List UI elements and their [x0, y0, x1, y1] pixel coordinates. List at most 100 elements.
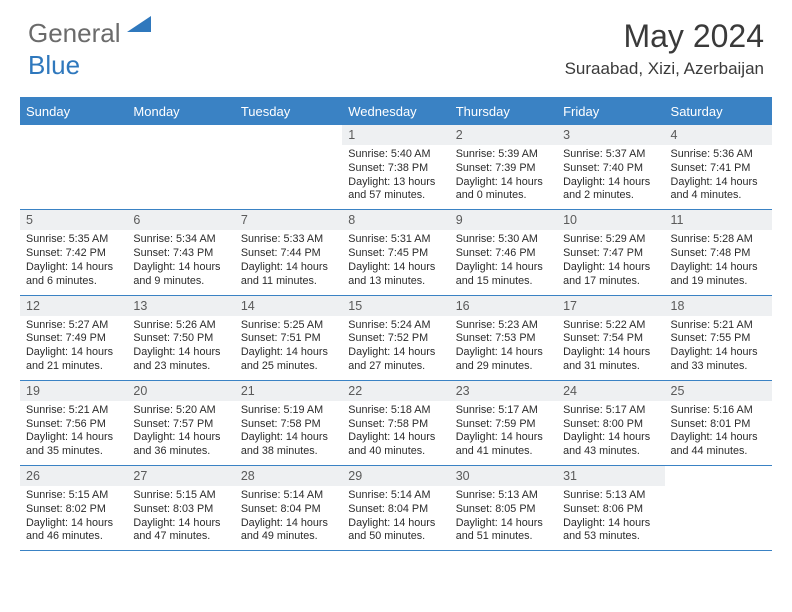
day-cell: 10 Sunrise: 5:29 AMSunset: 7:47 PMDayligh…: [557, 210, 664, 294]
day-body: Sunrise: 5:19 AMSunset: 7:58 PMDaylight:…: [235, 404, 342, 459]
day-cell: 20Sunrise: 5:20 AMSunset: 7:57 PMDayligh…: [127, 381, 234, 465]
daylight-line: Daylight: 14 hours and 43 minutes.: [563, 431, 658, 459]
day-body: Sunrise: 5:34 AMSunset: 7:43 PMDaylight:…: [127, 233, 234, 288]
sunrise-line: Sunrise: 5:24 AM: [348, 319, 443, 333]
sunset-line: Sunset: 8:00 PM: [563, 418, 658, 432]
day-cell: 25 Sunrise: 5:16 AMSunset: 8:01 PMDayligh…: [665, 381, 772, 465]
sunset-line: Sunset: 7:50 PM: [133, 332, 228, 346]
week-row: 26Sunrise: 5:15 AMSunset: 8:02 PMDayligh…: [20, 466, 772, 551]
daylight-line: Daylight: 14 hours and 33 minutes.: [671, 346, 766, 374]
day-cell: 4Sunrise: 5:36 AMSunset: 7:41 PMDaylight…: [665, 125, 772, 209]
daylight-line: Daylight: 14 hours and 21 minutes.: [26, 346, 121, 374]
sunrise-line: Sunrise: 5:21 AM: [26, 404, 121, 418]
sunrise-line: Sunrise: 5:28 AM: [671, 233, 766, 247]
day-cell: 3Sunrise: 5:37 AMSunset: 7:40 PMDaylight…: [557, 125, 664, 209]
sunrise-line: Sunrise: 5:14 AM: [348, 489, 443, 503]
sunrise-line: Sunrise: 5:39 AM: [456, 148, 551, 162]
daylight-line: Daylight: 14 hours and 25 minutes.: [241, 346, 336, 374]
day-cell: [20, 125, 127, 209]
day-body: Sunrise: 5:13 AMSunset: 8:05 PMDaylight:…: [450, 489, 557, 544]
day-body: Sunrise: 5:16 AMSunset: 8:01 PMDaylight:…: [665, 404, 772, 459]
daylight-line: Daylight: 14 hours and 46 minutes.: [26, 517, 121, 545]
daylight-line: Daylight: 14 hours and 27 minutes.: [348, 346, 443, 374]
day-number: 10: [557, 210, 664, 230]
day-body: Sunrise: 5:28 AMSunset: 7:48 PMDaylight:…: [665, 233, 772, 288]
sunset-line: Sunset: 7:56 PM: [26, 418, 121, 432]
sunset-line: Sunset: 7:38 PM: [348, 162, 443, 176]
day-of-week-cell: Saturday: [665, 99, 772, 125]
logo-blue-wrap: Blue: [28, 50, 80, 81]
day-body: Sunrise: 5:39 AMSunset: 7:39 PMDaylight:…: [450, 148, 557, 203]
sunrise-line: Sunrise: 5:31 AM: [348, 233, 443, 247]
sunset-line: Sunset: 7:49 PM: [26, 332, 121, 346]
day-cell: [235, 125, 342, 209]
day-body: Sunrise: 5:14 AMSunset: 8:04 PMDaylight:…: [342, 489, 449, 544]
sunset-line: Sunset: 7:45 PM: [348, 247, 443, 261]
day-number: 24: [557, 381, 664, 401]
day-cell: 6Sunrise: 5:34 AMSunset: 7:43 PMDaylight…: [127, 210, 234, 294]
day-body: Sunrise: 5:18 AMSunset: 7:58 PMDaylight:…: [342, 404, 449, 459]
logo-text-blue: Blue: [28, 50, 80, 80]
day-body: Sunrise: 5:36 AMSunset: 7:41 PMDaylight:…: [665, 148, 772, 203]
day-cell: 18 Sunrise: 5:21 AMSunset: 7:55 PMDayligh…: [665, 296, 772, 380]
day-cell: 14 Sunrise: 5:25 AMSunset: 7:51 PMDayligh…: [235, 296, 342, 380]
day-number: 15: [342, 296, 449, 316]
day-number: 19: [20, 381, 127, 401]
day-cell: 9Sunrise: 5:30 AMSunset: 7:46 PMDaylight…: [450, 210, 557, 294]
day-number: 25: [665, 381, 772, 401]
day-number: 28: [235, 466, 342, 486]
sunrise-line: Sunrise: 5:36 AM: [671, 148, 766, 162]
day-body: Sunrise: 5:29 AMSunset: 7:47 PMDaylight:…: [557, 233, 664, 288]
day-body: Sunrise: 5:21 AMSunset: 7:55 PMDaylight:…: [665, 319, 772, 374]
day-number: 29: [342, 466, 449, 486]
sunset-line: Sunset: 7:47 PM: [563, 247, 658, 261]
day-number: 20: [127, 381, 234, 401]
sunrise-line: Sunrise: 5:13 AM: [563, 489, 658, 503]
sunset-line: Sunset: 7:44 PM: [241, 247, 336, 261]
day-body: Sunrise: 5:23 AMSunset: 7:53 PMDaylight:…: [450, 319, 557, 374]
day-cell: 7Sunrise: 5:33 AMSunset: 7:44 PMDaylight…: [235, 210, 342, 294]
title-block: May 2024 Suraabad, Xizi, Azerbaijan: [565, 18, 764, 79]
sunset-line: Sunset: 7:42 PM: [26, 247, 121, 261]
day-number: 7: [235, 210, 342, 230]
sunrise-line: Sunrise: 5:23 AM: [456, 319, 551, 333]
day-body: Sunrise: 5:35 AMSunset: 7:42 PMDaylight:…: [20, 233, 127, 288]
sunset-line: Sunset: 8:06 PM: [563, 503, 658, 517]
daylight-line: Daylight: 14 hours and 9 minutes.: [133, 261, 228, 289]
day-cell: 22Sunrise: 5:18 AMSunset: 7:58 PMDayligh…: [342, 381, 449, 465]
daylight-line: Daylight: 14 hours and 19 minutes.: [671, 261, 766, 289]
sunrise-line: Sunrise: 5:27 AM: [26, 319, 121, 333]
daylight-line: Daylight: 14 hours and 41 minutes.: [456, 431, 551, 459]
sunrise-line: Sunrise: 5:25 AM: [241, 319, 336, 333]
day-body: Sunrise: 5:25 AMSunset: 7:51 PMDaylight:…: [235, 319, 342, 374]
daylight-line: Daylight: 14 hours and 44 minutes.: [671, 431, 766, 459]
day-number: 18: [665, 296, 772, 316]
sunset-line: Sunset: 8:05 PM: [456, 503, 551, 517]
sunset-line: Sunset: 7:53 PM: [456, 332, 551, 346]
day-cell: 16Sunrise: 5:23 AMSunset: 7:53 PMDayligh…: [450, 296, 557, 380]
day-number: 3: [557, 125, 664, 145]
sunrise-line: Sunrise: 5:17 AM: [456, 404, 551, 418]
day-number: 31: [557, 466, 664, 486]
sunrise-line: Sunrise: 5:15 AM: [133, 489, 228, 503]
day-number: 12: [20, 296, 127, 316]
logo-triangle-icon: [127, 14, 155, 39]
sunset-line: Sunset: 7:55 PM: [671, 332, 766, 346]
day-body: Sunrise: 5:24 AMSunset: 7:52 PMDaylight:…: [342, 319, 449, 374]
day-cell: 11Sunrise: 5:28 AMSunset: 7:48 PMDayligh…: [665, 210, 772, 294]
day-cell: [665, 466, 772, 550]
day-cell: 24Sunrise: 5:17 AMSunset: 8:00 PMDayligh…: [557, 381, 664, 465]
day-cell: 19Sunrise: 5:21 AMSunset: 7:56 PMDayligh…: [20, 381, 127, 465]
daylight-line: Daylight: 14 hours and 36 minutes.: [133, 431, 228, 459]
sunrise-line: Sunrise: 5:16 AM: [671, 404, 766, 418]
day-cell: 31Sunrise: 5:13 AMSunset: 8:06 PMDayligh…: [557, 466, 664, 550]
day-number: 21: [235, 381, 342, 401]
day-number: 14: [235, 296, 342, 316]
sunrise-line: Sunrise: 5:22 AM: [563, 319, 658, 333]
sunset-line: Sunset: 7:58 PM: [348, 418, 443, 432]
day-body: Sunrise: 5:22 AMSunset: 7:54 PMDaylight:…: [557, 319, 664, 374]
sunset-line: Sunset: 8:03 PM: [133, 503, 228, 517]
sunrise-line: Sunrise: 5:18 AM: [348, 404, 443, 418]
day-cell: 28Sunrise: 5:14 AMSunset: 8:04 PMDayligh…: [235, 466, 342, 550]
sunset-line: Sunset: 8:01 PM: [671, 418, 766, 432]
